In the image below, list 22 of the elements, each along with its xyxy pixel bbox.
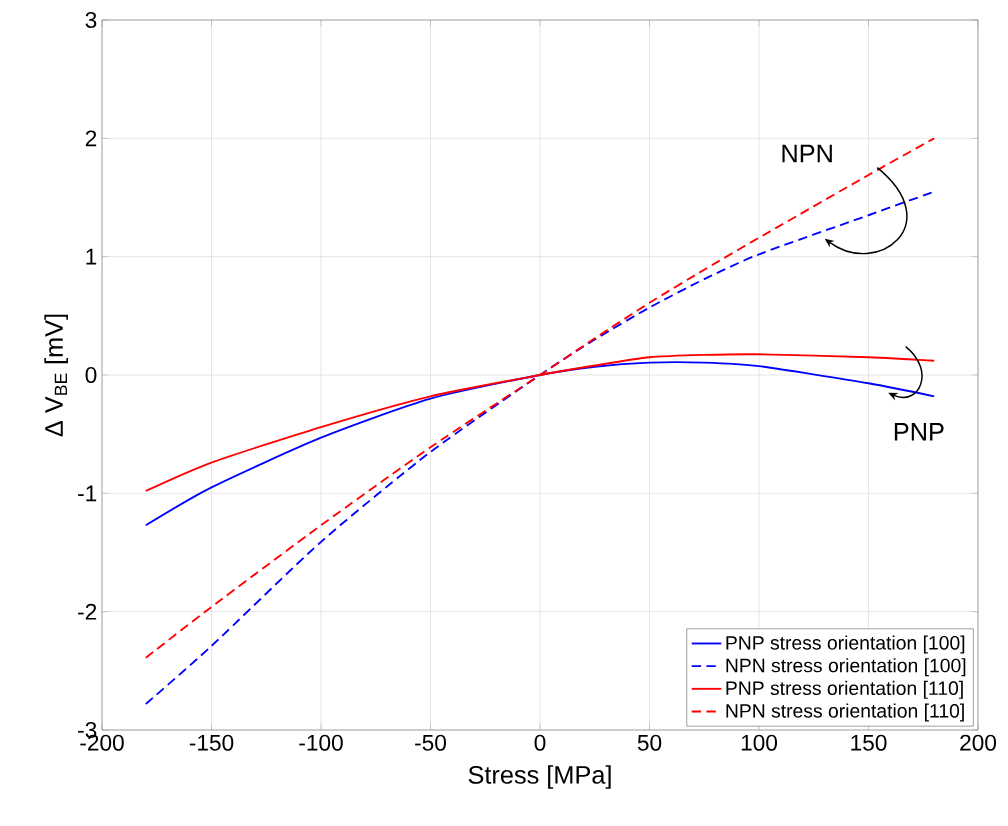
legend-label: PNP stress orientation [110] xyxy=(726,680,963,699)
legend-label: NPN stress orientation [100] xyxy=(726,658,966,677)
y-axis-title: Δ V$_{BE}$ [mV] xyxy=(44,314,68,437)
y-tick-label: 2 xyxy=(85,130,97,147)
legend-label: PNP stress orientation [100] xyxy=(726,635,965,654)
x-tick-label: -50 xyxy=(415,734,446,751)
x-tick-label: 200 xyxy=(960,734,997,751)
legend-label: NPN stress orientation [110] xyxy=(726,703,964,722)
y-tick-label: -1 xyxy=(78,485,97,502)
y-tick-label: 3 xyxy=(85,11,97,29)
y-tick-label: -2 xyxy=(78,603,97,620)
x-axis-title: Stress [MPa] xyxy=(468,765,611,789)
y-tick-label: 1 xyxy=(86,248,97,265)
x-tick-label: 50 xyxy=(637,734,662,751)
x-tick-label: 0 xyxy=(534,734,546,751)
x-tick-label: 100 xyxy=(741,734,778,751)
x-tick-label: -150 xyxy=(189,734,234,751)
y-tick-label: 0 xyxy=(85,366,97,384)
annotation: NPN xyxy=(782,144,832,163)
x-tick-label: -100 xyxy=(299,734,343,751)
annotation: PNP xyxy=(894,423,944,441)
x-tick-label: 150 xyxy=(851,734,887,751)
